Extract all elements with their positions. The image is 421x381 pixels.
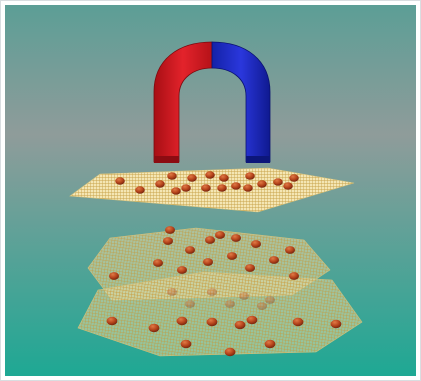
bead: [167, 172, 177, 180]
bead: [219, 174, 229, 182]
bead: [155, 180, 165, 188]
bead: [109, 272, 119, 280]
bead: [231, 234, 241, 242]
lower-beads: [106, 226, 342, 357]
bead: [215, 231, 225, 239]
bead: [264, 339, 276, 349]
bead: [257, 302, 267, 310]
bead: [201, 184, 211, 192]
bead: [185, 300, 195, 308]
bead: [239, 292, 249, 300]
horseshoe-magnet: [153, 41, 271, 163]
bead: [135, 186, 145, 194]
bead: [205, 171, 215, 179]
bead: [289, 272, 299, 280]
bead: [330, 319, 342, 329]
magnet-left-pole: [154, 156, 179, 163]
bead: [243, 184, 253, 192]
bead: [206, 317, 218, 327]
bead: [257, 180, 267, 188]
bead: [285, 246, 295, 254]
bead: [203, 258, 213, 266]
bead: [177, 266, 187, 274]
bead: [227, 252, 237, 260]
upper-sheet: [69, 167, 355, 213]
bead: [292, 317, 304, 327]
bead: [225, 300, 235, 308]
bead: [106, 316, 118, 326]
bead: [205, 236, 215, 244]
bead: [217, 184, 227, 192]
bead: [234, 320, 246, 330]
bead: [115, 177, 125, 185]
bead: [185, 246, 195, 254]
bead: [251, 240, 261, 248]
bead: [187, 174, 197, 182]
bead: [165, 226, 175, 234]
bead: [181, 184, 191, 192]
bead: [245, 172, 255, 180]
bead: [148, 323, 160, 333]
bead: [171, 187, 181, 195]
upper-beads: [115, 171, 299, 195]
bead: [231, 182, 241, 190]
bead: [265, 296, 275, 304]
bead: [167, 288, 177, 296]
bead: [245, 264, 255, 272]
bead: [246, 315, 258, 325]
bead: [180, 339, 192, 349]
magnet-right-pole: [246, 156, 270, 163]
bead: [283, 182, 293, 190]
bead: [176, 316, 188, 326]
bead: [289, 174, 299, 182]
bead: [224, 347, 236, 357]
bead: [153, 259, 163, 267]
lower-sheet-front: [77, 271, 363, 357]
bead: [269, 256, 279, 264]
bead: [207, 288, 217, 296]
bead: [273, 178, 283, 186]
bead: [163, 237, 173, 245]
